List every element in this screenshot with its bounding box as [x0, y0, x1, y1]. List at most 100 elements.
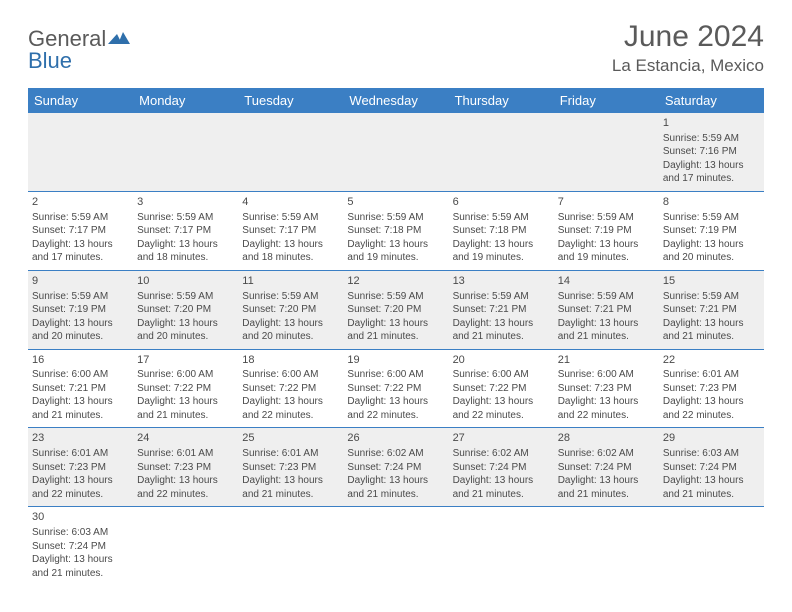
daylight-line-2: and 21 minutes. — [663, 488, 760, 502]
daylight-line-1: Daylight: 13 hours — [137, 317, 234, 331]
sunset-line: Sunset: 7:16 PM — [663, 145, 760, 159]
daylight-line-1: Daylight: 13 hours — [347, 395, 444, 409]
day-number: 9 — [32, 274, 129, 289]
sunset-line: Sunset: 7:22 PM — [347, 382, 444, 396]
sunset-line: Sunset: 7:23 PM — [558, 382, 655, 396]
sunset-line: Sunset: 7:21 PM — [453, 303, 550, 317]
calendar-day: 3Sunrise: 5:59 AMSunset: 7:17 PMDaylight… — [133, 191, 238, 270]
calendar-week: 9Sunrise: 5:59 AMSunset: 7:19 PMDaylight… — [28, 270, 764, 349]
sunset-line: Sunset: 7:24 PM — [347, 461, 444, 475]
sunrise-line: Sunrise: 6:01 AM — [242, 447, 339, 461]
title-block: June 2024 La Estancia, Mexico — [612, 20, 764, 76]
sunrise-line: Sunrise: 5:59 AM — [558, 290, 655, 304]
daylight-line-2: and 19 minutes. — [453, 251, 550, 265]
day-header: Thursday — [449, 88, 554, 113]
daylight-line-1: Daylight: 13 hours — [453, 474, 550, 488]
day-number: 23 — [32, 431, 129, 446]
sunrise-line: Sunrise: 6:00 AM — [137, 368, 234, 382]
calendar-week: 30Sunrise: 6:03 AMSunset: 7:24 PMDayligh… — [28, 507, 764, 585]
sunrise-line: Sunrise: 6:02 AM — [558, 447, 655, 461]
daylight-line-2: and 21 minutes. — [242, 488, 339, 502]
calendar-empty — [238, 113, 343, 191]
day-number: 4 — [242, 195, 339, 210]
sunset-line: Sunset: 7:23 PM — [32, 461, 129, 475]
daylight-line-1: Daylight: 13 hours — [32, 238, 129, 252]
sunset-line: Sunset: 7:22 PM — [453, 382, 550, 396]
day-number: 20 — [453, 353, 550, 368]
daylight-line-1: Daylight: 13 hours — [663, 159, 760, 173]
daylight-line-1: Daylight: 13 hours — [558, 238, 655, 252]
day-header: Tuesday — [238, 88, 343, 113]
day-number: 6 — [453, 195, 550, 210]
calendar-day: 13Sunrise: 5:59 AMSunset: 7:21 PMDayligh… — [449, 270, 554, 349]
calendar-day: 5Sunrise: 5:59 AMSunset: 7:18 PMDaylight… — [343, 191, 448, 270]
sunset-line: Sunset: 7:24 PM — [32, 540, 129, 554]
calendar-day: 16Sunrise: 6:00 AMSunset: 7:21 PMDayligh… — [28, 349, 133, 428]
calendar-day: 29Sunrise: 6:03 AMSunset: 7:24 PMDayligh… — [659, 428, 764, 507]
sunrise-line: Sunrise: 5:59 AM — [663, 290, 760, 304]
sunrise-line: Sunrise: 6:01 AM — [663, 368, 760, 382]
sunrise-line: Sunrise: 5:59 AM — [32, 211, 129, 225]
daylight-line-2: and 21 minutes. — [32, 567, 129, 581]
sunrise-line: Sunrise: 6:00 AM — [347, 368, 444, 382]
daylight-line-1: Daylight: 13 hours — [663, 238, 760, 252]
sunset-line: Sunset: 7:24 PM — [663, 461, 760, 475]
daylight-line-1: Daylight: 13 hours — [32, 553, 129, 567]
calendar-day: 10Sunrise: 5:59 AMSunset: 7:20 PMDayligh… — [133, 270, 238, 349]
daylight-line-2: and 22 minutes. — [242, 409, 339, 423]
calendar-empty — [133, 507, 238, 585]
daylight-line-1: Daylight: 13 hours — [242, 474, 339, 488]
calendar-day: 9Sunrise: 5:59 AMSunset: 7:19 PMDaylight… — [28, 270, 133, 349]
daylight-line-2: and 22 minutes. — [32, 488, 129, 502]
day-number: 28 — [558, 431, 655, 446]
calendar-day: 12Sunrise: 5:59 AMSunset: 7:20 PMDayligh… — [343, 270, 448, 349]
calendar-day: 7Sunrise: 5:59 AMSunset: 7:19 PMDaylight… — [554, 191, 659, 270]
sunrise-line: Sunrise: 5:59 AM — [242, 211, 339, 225]
daylight-line-2: and 22 minutes. — [347, 409, 444, 423]
day-number: 17 — [137, 353, 234, 368]
sunset-line: Sunset: 7:20 PM — [137, 303, 234, 317]
day-number: 15 — [663, 274, 760, 289]
calendar-day: 17Sunrise: 6:00 AMSunset: 7:22 PMDayligh… — [133, 349, 238, 428]
daylight-line-2: and 18 minutes. — [137, 251, 234, 265]
daylight-line-2: and 19 minutes. — [347, 251, 444, 265]
daylight-line-1: Daylight: 13 hours — [242, 238, 339, 252]
daylight-line-1: Daylight: 13 hours — [137, 238, 234, 252]
calendar-empty — [343, 507, 448, 585]
sunset-line: Sunset: 7:21 PM — [663, 303, 760, 317]
day-number: 5 — [347, 195, 444, 210]
day-number: 19 — [347, 353, 444, 368]
day-number: 12 — [347, 274, 444, 289]
day-number: 3 — [137, 195, 234, 210]
day-header: Wednesday — [343, 88, 448, 113]
daylight-line-1: Daylight: 13 hours — [453, 238, 550, 252]
calendar-empty — [238, 507, 343, 585]
calendar-day: 22Sunrise: 6:01 AMSunset: 7:23 PMDayligh… — [659, 349, 764, 428]
flag-icon — [108, 26, 130, 52]
daylight-line-2: and 19 minutes. — [558, 251, 655, 265]
month-title: June 2024 — [612, 20, 764, 54]
day-number: 16 — [32, 353, 129, 368]
daylight-line-2: and 20 minutes. — [32, 330, 129, 344]
calendar-head: SundayMondayTuesdayWednesdayThursdayFrid… — [28, 88, 764, 113]
daylight-line-2: and 17 minutes. — [663, 172, 760, 186]
calendar-empty — [659, 507, 764, 585]
daylight-line-1: Daylight: 13 hours — [347, 238, 444, 252]
calendar-day: 21Sunrise: 6:00 AMSunset: 7:23 PMDayligh… — [554, 349, 659, 428]
sunset-line: Sunset: 7:17 PM — [137, 224, 234, 238]
day-number: 29 — [663, 431, 760, 446]
sunset-line: Sunset: 7:20 PM — [242, 303, 339, 317]
day-number: 21 — [558, 353, 655, 368]
daylight-line-2: and 21 minutes. — [347, 488, 444, 502]
day-number: 24 — [137, 431, 234, 446]
calendar-day: 25Sunrise: 6:01 AMSunset: 7:23 PMDayligh… — [238, 428, 343, 507]
daylight-line-2: and 21 minutes. — [137, 409, 234, 423]
daylight-line-1: Daylight: 13 hours — [453, 395, 550, 409]
calendar-day: 27Sunrise: 6:02 AMSunset: 7:24 PMDayligh… — [449, 428, 554, 507]
sunset-line: Sunset: 7:21 PM — [32, 382, 129, 396]
sunrise-line: Sunrise: 5:59 AM — [32, 290, 129, 304]
sunset-line: Sunset: 7:23 PM — [242, 461, 339, 475]
daylight-line-1: Daylight: 13 hours — [242, 317, 339, 331]
daylight-line-2: and 20 minutes. — [663, 251, 760, 265]
calendar-day: 2Sunrise: 5:59 AMSunset: 7:17 PMDaylight… — [28, 191, 133, 270]
